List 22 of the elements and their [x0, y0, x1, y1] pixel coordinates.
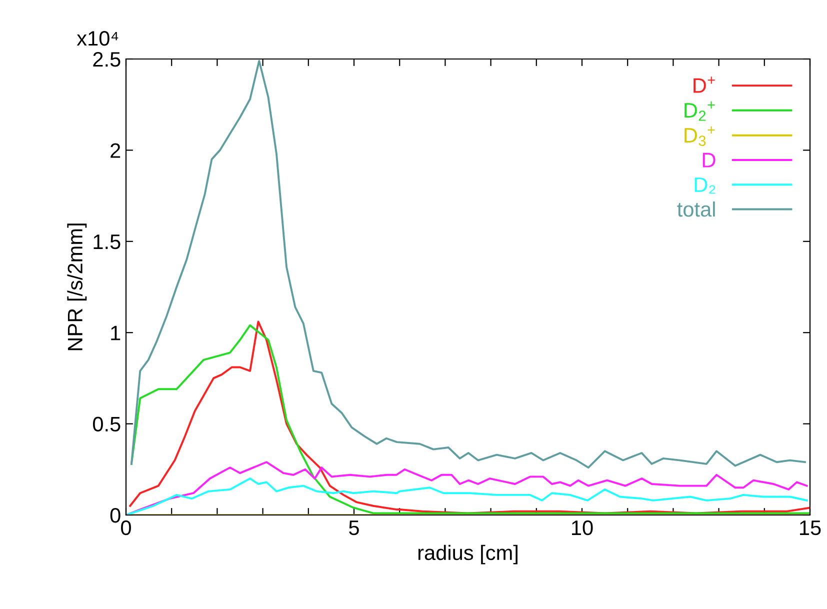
- y-tick-label: 0.5: [92, 416, 120, 432]
- legend-label: D$^{+}$: [694, 76, 715, 93]
- legend-label: D$_{2}$$^{+}$: [684, 101, 715, 121]
- x-tick-label: 15: [800, 520, 821, 536]
- line-series: [126, 478, 808, 515]
- legend-label: D₂: [694, 178, 716, 194]
- x-tick-label: 10: [572, 520, 593, 536]
- y-tick-label: 2.5: [93, 52, 120, 67]
- y-tick-label: 0: [110, 508, 120, 523]
- text: x10⁴: [76, 31, 118, 46]
- x-tick-label: 0: [121, 520, 131, 536]
- y-tick-label: 1: [111, 326, 120, 340]
- legend-label: total: [677, 201, 715, 217]
- y-tick-label: 1.5: [94, 234, 120, 250]
- y-tick-label: 2: [110, 143, 120, 158]
- line-series: [126, 461, 808, 515]
- x-axis-title: radius [cm]: [418, 544, 518, 564]
- legend-label: D: [702, 152, 716, 168]
- line-series: [130, 60, 806, 469]
- x-tick-label: 5: [349, 520, 359, 536]
- y-axis-title: NPR [/s/2mm]: [67, 224, 87, 350]
- legend-label: D$_{3}$$^{+}$: [684, 126, 715, 146]
